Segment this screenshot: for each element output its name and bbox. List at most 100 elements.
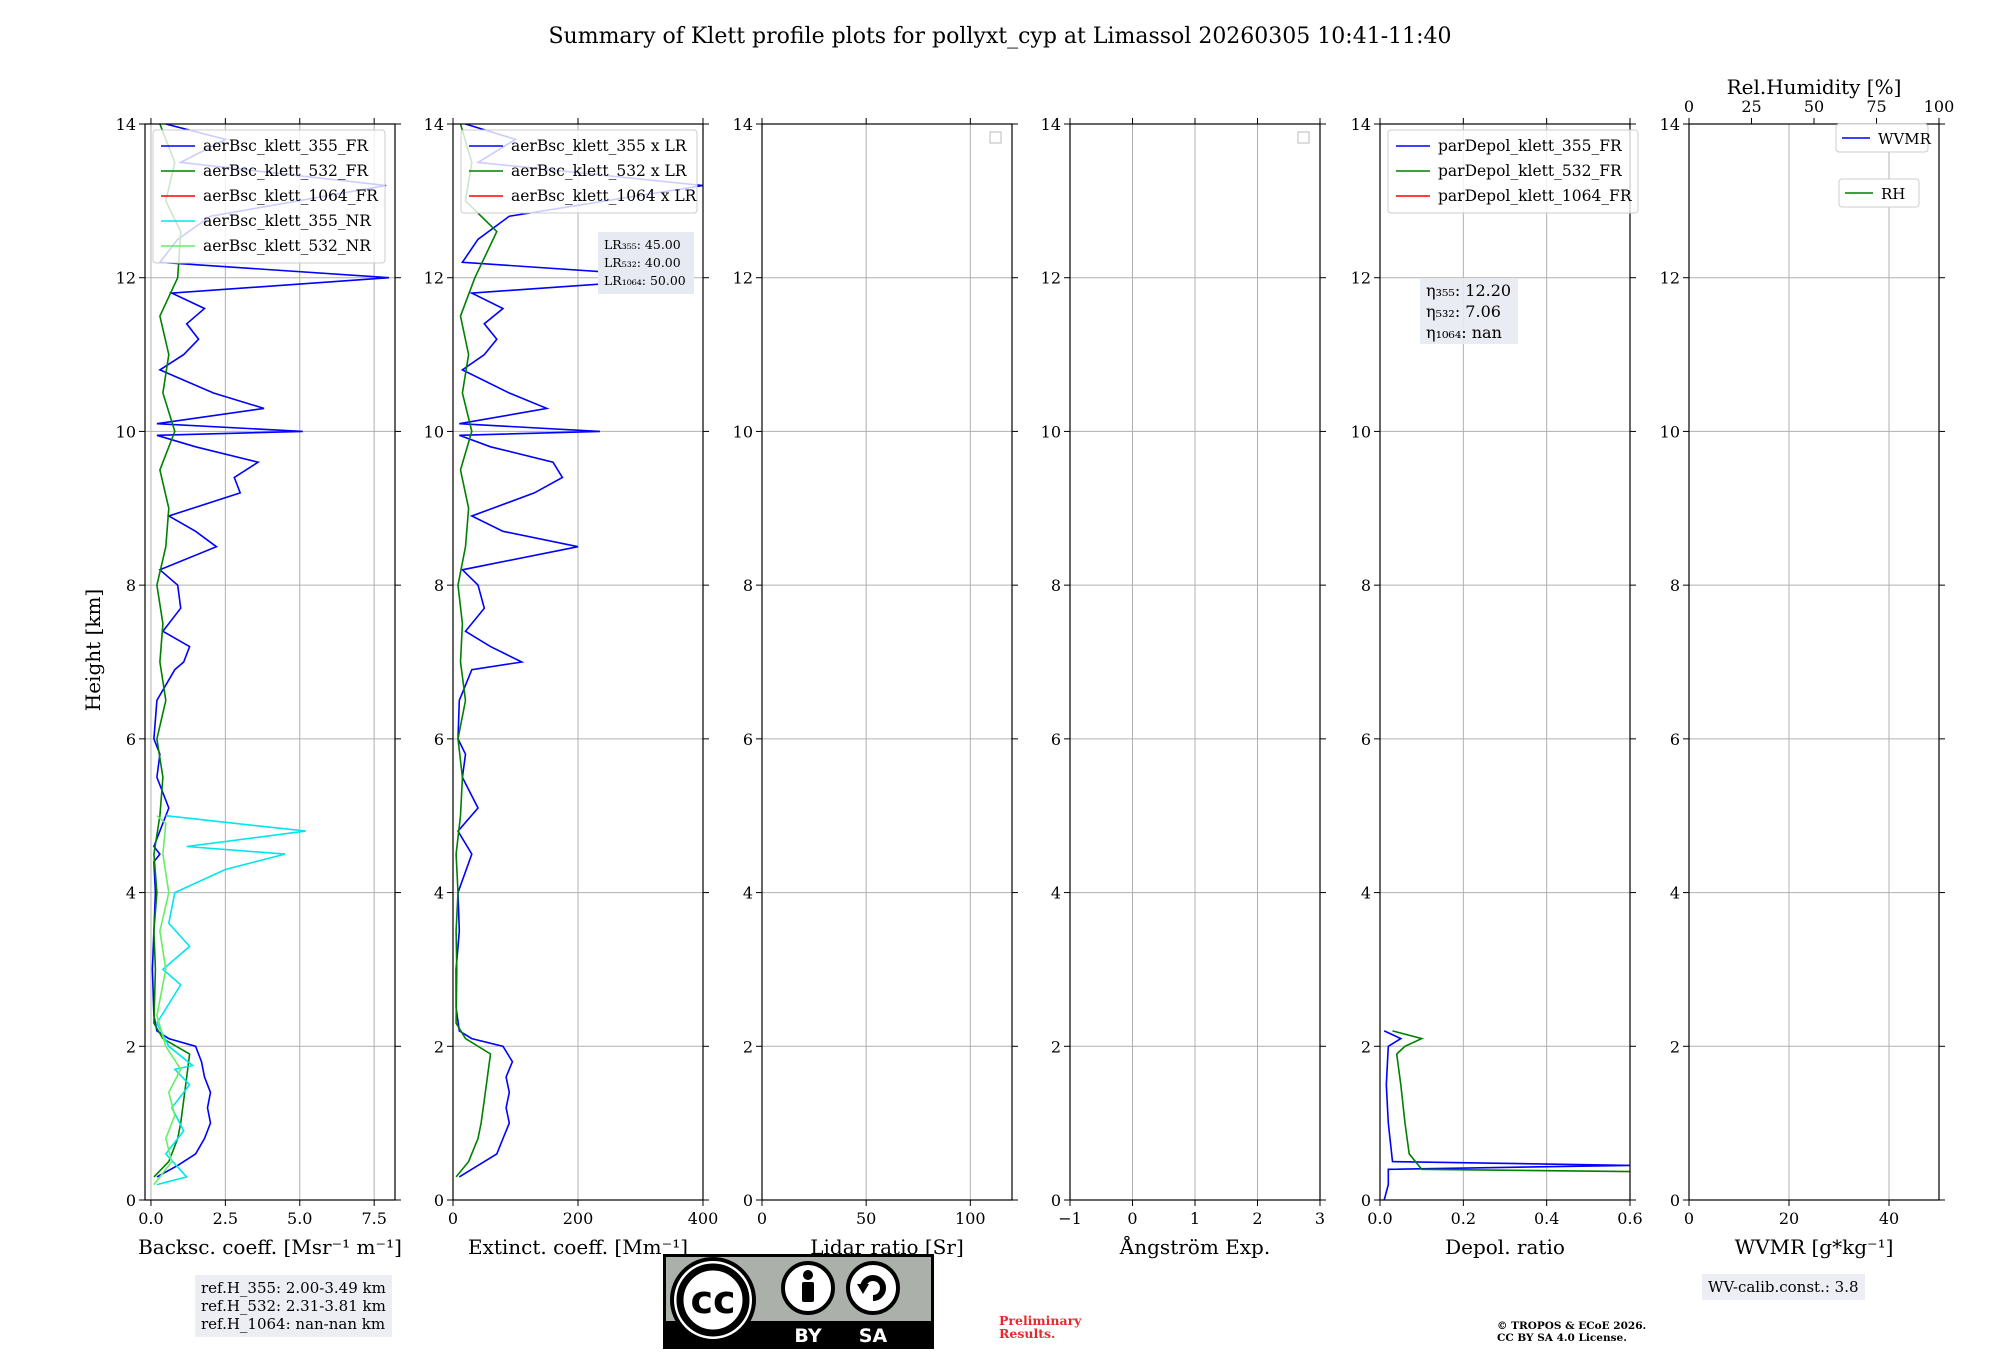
legend-label: aerBsc_klett_532_FR <box>203 162 369 180</box>
series-aerBsc_klett_532_NR <box>153 815 182 1186</box>
x2-tick-label: 75 <box>1866 97 1886 116</box>
series-aerBsc_klett_355_FR <box>151 123 390 1178</box>
x-tick-label: 0 <box>1127 1209 1137 1228</box>
y-tick-label: 2 <box>126 1037 136 1056</box>
y-tick-label: 4 <box>1670 884 1680 903</box>
y-tick-label: 14 <box>1351 115 1371 134</box>
legend-box <box>1387 129 1639 214</box>
cc-mark-text: cc <box>690 1278 735 1322</box>
y-tick-label: 6 <box>1361 730 1371 749</box>
legend-label: aerBsc_klett_355_NR <box>203 212 372 230</box>
x2-tick-label: 25 <box>1741 97 1761 116</box>
y-tick-label: 0 <box>1051 1191 1061 1210</box>
y-tick-label: 12 <box>1041 269 1061 288</box>
legend-box <box>460 129 698 214</box>
legend-label-rh: RH <box>1881 185 1905 203</box>
y-tick-label: 14 <box>116 115 136 134</box>
x-tick-label: 5.0 <box>287 1209 312 1228</box>
y-tick-label: 12 <box>424 269 444 288</box>
series-aerBsc_klett_532_FR <box>153 123 191 1178</box>
y-tick-label: 10 <box>424 422 444 441</box>
y-tick-label: 6 <box>743 730 753 749</box>
x-tick-label: 400 <box>688 1209 719 1228</box>
legend-label: parDepol_klett_1064_FR <box>1438 187 1633 205</box>
legend-label: aerBsc_klett_1064_FR <box>203 187 379 205</box>
axes-frame <box>1688 123 1940 1201</box>
x-tick-label: 0.0 <box>138 1209 163 1228</box>
ref-h-532: ref.H_532: 2.31-3.81 km <box>201 1297 386 1315</box>
y-axis-label: Height [km] <box>81 589 105 711</box>
x-tick-label: 2 <box>1252 1209 1262 1228</box>
x2-tick-label: 0 <box>1684 97 1694 116</box>
wv-calib-box: WV-calib.const.: 3.8 <box>1702 1274 1865 1300</box>
x-tick-label: 0.0 <box>1367 1209 1392 1228</box>
prelim-line1: Preliminary <box>999 1313 1082 1328</box>
series-aerBsc_klett_355_NR <box>155 814 306 1186</box>
y-tick-label: 6 <box>434 730 444 749</box>
y-tick-label: 8 <box>743 576 753 595</box>
lidar-ratio-lr532: LR₅₃₂: 40.00 <box>604 255 681 270</box>
x-tick-label: 2.5 <box>213 1209 238 1228</box>
empty-legend-box <box>989 131 1002 144</box>
x-tick-label: 40 <box>1879 1209 1899 1228</box>
panel-ext: 0 200 400 0 2 4 6 8 10 12 14 Extinct. coeff. [Mm⁻¹]… <box>424 115 719 1259</box>
x-axis-label: Depol. ratio <box>1445 1235 1565 1259</box>
y-tick-label: 10 <box>733 422 753 441</box>
y-tick-label: 8 <box>1361 576 1371 595</box>
x-tick-label: 3 <box>1315 1209 1325 1228</box>
eta-eta1064: η₁₀₆₄: nan <box>1426 323 1502 342</box>
y-tick-label: 6 <box>1670 730 1680 749</box>
y-tick-label: 4 <box>743 884 753 903</box>
y-tick-label: 14 <box>1660 115 1680 134</box>
y-tick-label: 8 <box>1051 576 1061 595</box>
eta-box <box>1420 278 1518 344</box>
y-tick-label: 14 <box>424 115 444 134</box>
y-tick-label: 4 <box>1361 884 1371 903</box>
legend-label: aerBsc_klett_355 x LR <box>511 137 688 155</box>
y-tick-label: 6 <box>126 730 136 749</box>
x-tick-label: 1 <box>1190 1209 1200 1228</box>
x-tick-label: 0.4 <box>1534 1209 1559 1228</box>
legend-label: aerBsc_klett_532 x LR <box>511 162 688 180</box>
y-tick-label: 0 <box>126 1191 136 1210</box>
cc-sa-label: SA <box>859 1325 888 1347</box>
legend-label: aerBsc_klett_1064 x LR <box>511 187 698 205</box>
y-tick-label: 12 <box>116 269 136 288</box>
cc-by-label: BY <box>794 1325 821 1347</box>
x-tick-label: 200 <box>563 1209 594 1228</box>
panel-bsc: 0.0 2.5 5.0 7.5 0 2 4 6 8 10 12 14 Backsc. coeff. [M… <box>116 115 402 1259</box>
y-tick-label: 10 <box>1351 422 1371 441</box>
series-parDepol_klett_355_FR <box>1383 1030 1631 1201</box>
prelim-line2: Results. <box>999 1326 1056 1341</box>
y-tick-label: 0 <box>1361 1191 1371 1210</box>
x-axis-label: Backsc. coeff. [Msr⁻¹ m⁻¹] <box>138 1235 402 1259</box>
x-tick-label: −1 <box>1058 1209 1082 1228</box>
x-axis-label: Extinct. coeff. [Mm⁻¹] <box>468 1235 688 1259</box>
y-tick-label: 2 <box>743 1037 753 1056</box>
x-tick-label: 7.5 <box>361 1209 386 1228</box>
x-tick-label: 0 <box>1684 1209 1694 1228</box>
panel-wvmr: 0 20 40 0 2 4 6 8 10 12 14 WVMR [g*kg⁻¹] 0 25 50 75 100 R… <box>1660 75 1955 1259</box>
y-tick-label: 4 <box>1051 884 1061 903</box>
y-tick-label: 10 <box>1041 422 1061 441</box>
cc-license-logo: cc BY SA <box>663 1254 934 1349</box>
eta-eta355: η₃₅₅: 12.20 <box>1426 281 1511 300</box>
y-tick-label: 2 <box>1670 1037 1680 1056</box>
preliminary-results-note: Preliminary Results. <box>999 1314 1081 1340</box>
x-axis-label: WVMR [g*kg⁻¹] <box>1735 1235 1894 1259</box>
y-tick-label: 14 <box>733 115 753 134</box>
axes-frame <box>144 123 396 1201</box>
series-aerBsc_klett_355 x LR <box>455 123 704 1178</box>
ref-h-355: ref.H_355: 2.00-3.49 km <box>201 1279 386 1297</box>
series-aerBsc_klett_532 x LR <box>455 123 498 1178</box>
legend-label-wvmr: WVMR <box>1878 130 1932 148</box>
y-tick-label: 2 <box>1051 1037 1061 1056</box>
x-tick-label: 50 <box>856 1209 876 1228</box>
axes-frame <box>1379 123 1631 1201</box>
legend-box <box>1835 123 1929 153</box>
y-tick-label: 2 <box>1361 1037 1371 1056</box>
y-tick-label: 14 <box>1041 115 1061 134</box>
copyright-line2: CC BY SA 4.0 License. <box>1497 1332 1627 1344</box>
y-tick-label: 2 <box>434 1037 444 1056</box>
lidar-ratio-lr355: LR₃₅₅: 45.00 <box>604 237 681 252</box>
